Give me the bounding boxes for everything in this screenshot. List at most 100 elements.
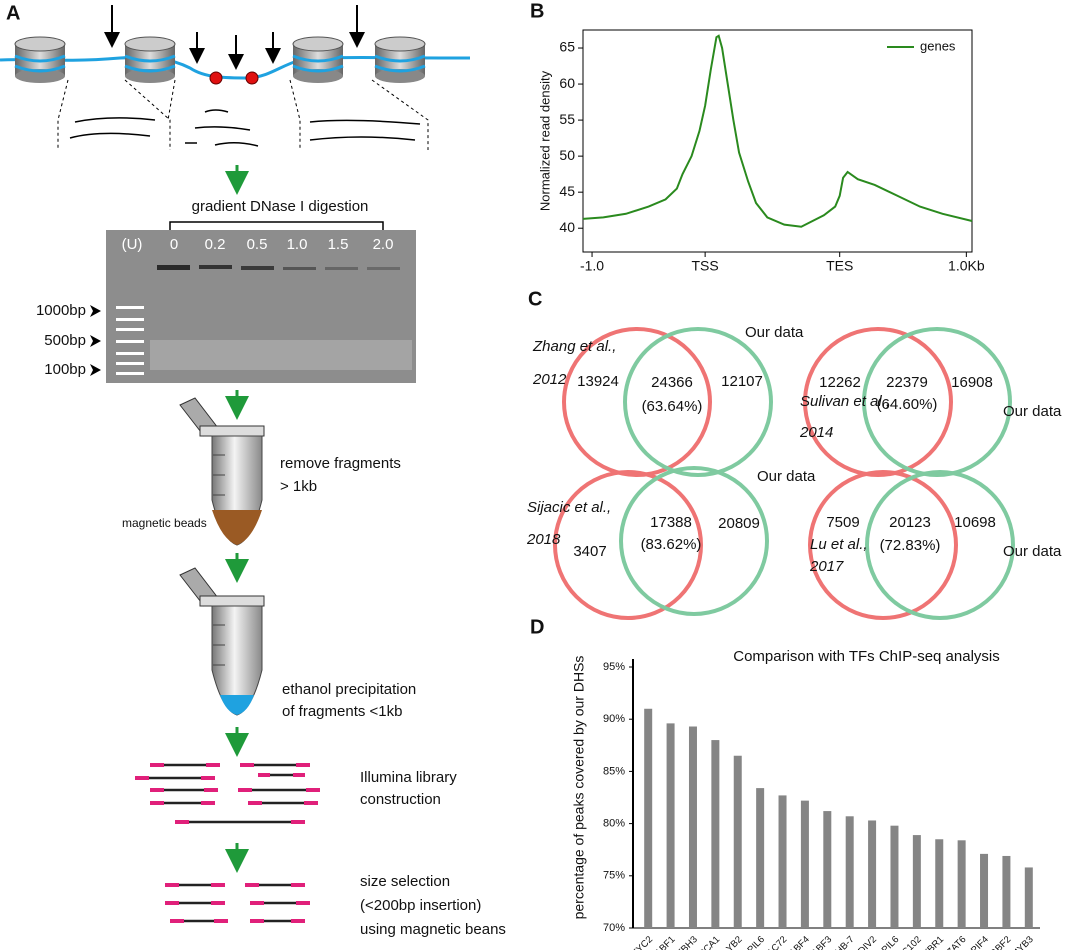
- plot-frame: [582, 29, 973, 253]
- panel-label: A: [6, 2, 20, 24]
- bar: [778, 795, 787, 928]
- bar: [711, 740, 720, 928]
- x-tick-label: ABF3: [810, 934, 835, 950]
- venn-share: (72.83%): [880, 537, 941, 554]
- venn-right: 20809: [718, 515, 760, 532]
- x-tick-label: ABF1: [653, 934, 678, 950]
- panel-c: C Zhang et al., 2012 Our data 13924 2436…: [526, 288, 1062, 620]
- lane-label: 2.0: [373, 236, 394, 253]
- x-tick-label: PIF4: [969, 934, 991, 950]
- step-text: size selection: [360, 873, 450, 890]
- y-axis-label: Normalized read density: [537, 70, 552, 211]
- step-text: ethanol precipitation: [282, 681, 416, 698]
- bar: [733, 755, 742, 928]
- venn-overlap: 17388: [650, 514, 692, 531]
- venn-reference: Lu et al.,: [810, 536, 868, 553]
- venn-ours: Our data: [745, 324, 804, 341]
- y-axis-label: percentage of peaks covered by our DHSs: [571, 656, 587, 920]
- lane-labels: (U) 0 0.2 0.5 1.0 1.5 2.0: [122, 236, 394, 253]
- gel-title: gradient DNase I digestion: [192, 198, 369, 215]
- bar: [845, 816, 854, 928]
- venn-right: 16908: [951, 374, 993, 391]
- venn-ours: Our data: [1003, 403, 1062, 420]
- data-line: [582, 34, 973, 228]
- venn-reference: Sijacic et al.,: [527, 499, 611, 516]
- venn-reference: Zhang et al.,: [532, 338, 616, 355]
- tube: [179, 397, 265, 546]
- venn-left: 12262: [819, 374, 861, 391]
- x-tick-label: PIL6: [880, 934, 902, 950]
- venn-right: 12107: [721, 373, 763, 390]
- venn-share: (83.62%): [641, 536, 702, 553]
- size-markers: 1000bp 500bp 100bp: [36, 302, 101, 378]
- venn-reference: 2014: [799, 424, 833, 441]
- panel-label: C: [528, 288, 542, 310]
- gel-bands: [116, 265, 412, 375]
- venn-share: (64.60%): [877, 396, 938, 413]
- y-tick-label: 70%: [603, 922, 625, 934]
- bar: [912, 835, 921, 928]
- bar: [666, 723, 675, 928]
- bar: [756, 788, 765, 928]
- venn-reference: 2018: [526, 531, 561, 548]
- venn-ours: Our data: [757, 468, 816, 485]
- x-tick-label: MYB3: [1010, 934, 1036, 950]
- x-tick-label: DIV2: [856, 934, 879, 950]
- panel-label: D: [530, 616, 544, 638]
- fragment-guides: [57, 79, 429, 150]
- bar: [800, 800, 809, 928]
- y-tick-label: 60: [559, 75, 575, 91]
- bar: [823, 811, 832, 928]
- x-tick-label: TES: [826, 258, 853, 274]
- x-tick-label: ZAT6: [945, 934, 969, 950]
- library-fragments: [135, 763, 320, 824]
- step-text: of fragments <1kb: [282, 703, 402, 720]
- marker-label: 100bp: [44, 361, 86, 378]
- y-tick-label: 95%: [603, 661, 625, 673]
- x-tick-label: PIL6: [745, 934, 767, 950]
- lane-label: 1.0: [287, 236, 308, 253]
- venn-reference: 2017: [809, 558, 844, 575]
- venn-overlap: 20123: [889, 514, 931, 531]
- bracket: [169, 221, 384, 233]
- x-tick-label: CCA1: [697, 934, 723, 950]
- nucleosomes: [14, 36, 426, 83]
- y-tick-label: 45: [559, 183, 575, 199]
- x-tick-label: GBF2: [988, 934, 1013, 950]
- cut-arrows: [104, 5, 365, 70]
- step-text: using magnetic beans: [360, 921, 506, 938]
- panel-a: A gradient DNase I digestion (U) 0 0.2 0…: [0, 2, 506, 938]
- venn-circles: [553, 327, 1015, 620]
- venn-share: (63.64%): [642, 398, 703, 415]
- site: [209, 71, 223, 85]
- step-text: Illumina library: [360, 769, 457, 786]
- step-text: construction: [360, 791, 441, 808]
- legend-label: genes: [920, 38, 956, 53]
- venn-right: 10698: [954, 514, 996, 531]
- bar: [688, 726, 697, 928]
- x-tick-label: FBH3: [675, 934, 700, 950]
- y-tick-label: 40: [559, 219, 575, 235]
- bar: [935, 839, 944, 928]
- venn-left: 3407: [573, 543, 606, 560]
- y-tick-label: 85%: [603, 765, 625, 777]
- tube: [179, 567, 265, 716]
- venn-overlap: 22379: [886, 374, 928, 391]
- x-tick-label: -1.0: [580, 258, 604, 274]
- chart-title: Comparison with TFs ChIP-seq analysis: [733, 648, 999, 665]
- lane-label: 0: [170, 236, 178, 253]
- marker-label: 1000bp: [36, 302, 86, 319]
- y-tick-label: 90%: [603, 713, 625, 725]
- y-tick-label: 50: [559, 147, 575, 163]
- x-tick-label: HB-7: [834, 934, 857, 950]
- y-tick-label: 75%: [603, 870, 625, 882]
- bar: [1024, 867, 1033, 928]
- bead-label: magnetic beads: [122, 516, 207, 530]
- bar: [1002, 855, 1011, 928]
- bar: [980, 853, 989, 928]
- venn-overlap: 24366: [651, 374, 693, 391]
- y-tick-label: 65: [559, 39, 575, 55]
- bar: [957, 840, 966, 928]
